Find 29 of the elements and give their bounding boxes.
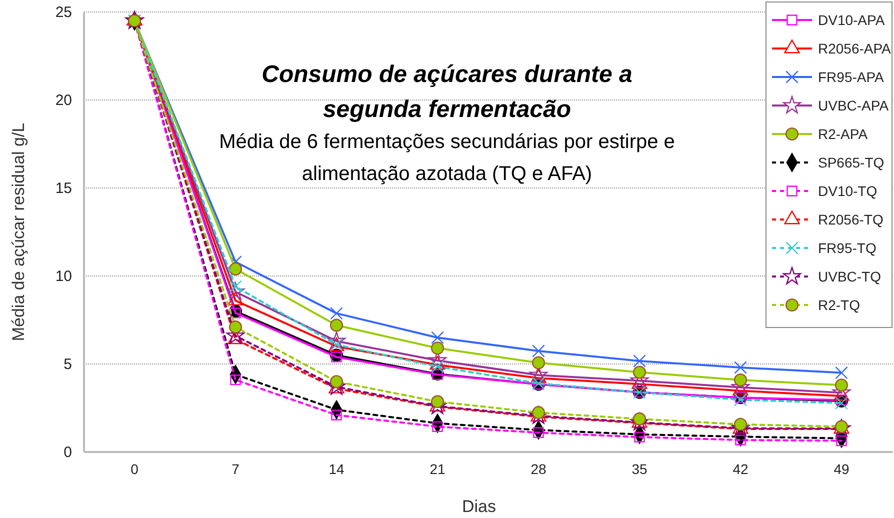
legend-label: FR95-APA — [818, 69, 885, 85]
x-tick-label: 0 — [130, 460, 139, 477]
legend-label: R2056-APA — [818, 40, 892, 56]
y-axis-title: Média de açúcar residual g/L — [9, 122, 28, 342]
legend-label: DV10-APA — [818, 12, 886, 28]
legend-label: SP665-TQ — [818, 154, 884, 170]
legend-label: DV10-TQ — [818, 183, 878, 199]
x-tick-label: 35 — [632, 460, 648, 477]
legend-label: R2-APA — [818, 126, 868, 142]
x-tick-label: 49 — [834, 460, 850, 477]
x-tick-label: 42 — [732, 460, 748, 477]
legend-label: R2-TQ — [818, 297, 860, 313]
text: Consumo de açúcares durante a segunda fermentacão — [262, 61, 632, 123]
x-axis-title: Dias — [462, 497, 496, 516]
y-tick-label: 0 — [64, 444, 72, 461]
legend-label: UVBC-TQ — [818, 268, 882, 284]
legend-label: FR95-TQ — [818, 240, 876, 256]
legend-label: R2056-TQ — [818, 212, 884, 228]
y-tick-label: 15 — [55, 180, 72, 197]
x-tick-label: 14 — [328, 460, 344, 477]
legend-label: UVBC-APA — [818, 98, 890, 114]
x-tick-label: 21 — [430, 460, 446, 477]
y-tick-label: 5 — [64, 356, 72, 373]
y-tick-label: 20 — [55, 92, 72, 109]
y-tick-label: 25 — [55, 4, 72, 21]
text: Média de 6 fermentações secundárias por estirpe e alimentação azotada (TQ e AFA) — [219, 131, 675, 185]
y-tick-label: 10 — [55, 268, 72, 285]
x-tick-label: 28 — [530, 460, 546, 477]
x-tick-label: 7 — [232, 460, 240, 477]
